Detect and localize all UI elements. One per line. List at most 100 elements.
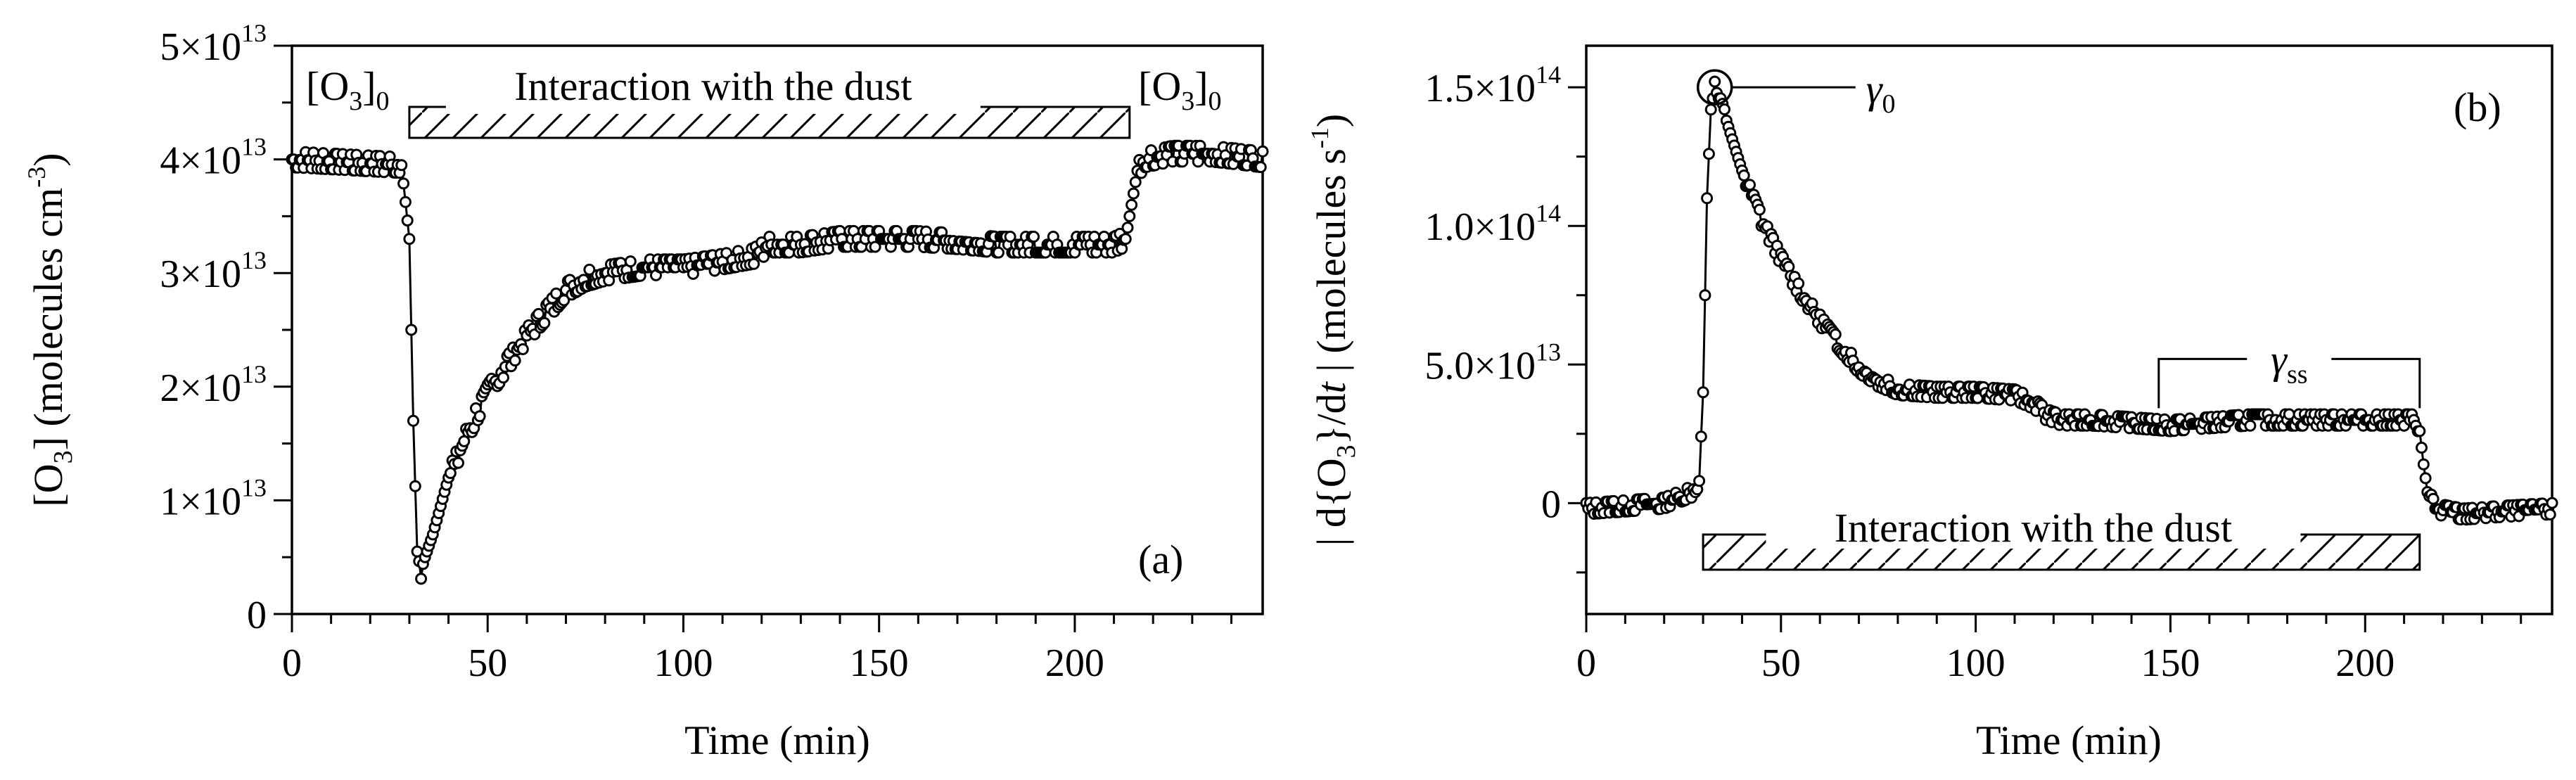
data-point — [758, 250, 770, 263]
initial-o3-label-left: [O3]0 — [306, 63, 390, 116]
x-tick-labels-b: 0 50 100 150 200 — [1576, 641, 2395, 685]
data-point — [1737, 170, 1750, 181]
y-axis-title-a: [O3] (molecules cm-3) — [23, 153, 78, 506]
data-point — [1254, 161, 1267, 174]
y-tick-label: 4×1013 — [160, 133, 267, 183]
data-point — [1123, 210, 1136, 222]
panel-label-b: (b) — [2454, 84, 2501, 130]
y-tick-label: 1.0×1014 — [1424, 199, 1561, 249]
x-tick-label: 150 — [2141, 641, 2200, 685]
data-point — [1028, 231, 1040, 243]
interaction-bar-label-b: Interaction with the dust — [1835, 505, 2232, 551]
interaction-bar-label-backing-b — [1766, 504, 2301, 549]
series-a — [286, 139, 1269, 585]
data-point — [1829, 328, 1842, 340]
data-point — [748, 257, 760, 270]
y-tick-label: 5×1013 — [160, 19, 267, 69]
data-point — [407, 414, 419, 427]
y-tick-label: 1×1013 — [160, 473, 267, 523]
data-point — [405, 324, 418, 336]
data-point — [583, 263, 596, 276]
x-tick-label: 200 — [1045, 641, 1104, 685]
data-point — [869, 241, 881, 253]
data-point — [516, 343, 529, 355]
data-point — [395, 159, 408, 172]
data-point — [2417, 458, 2430, 471]
data-point — [1699, 289, 1711, 302]
data-point — [1744, 179, 1756, 191]
gamma-ss-label: γss — [2271, 336, 2307, 389]
x-tick-label: 0 — [282, 641, 302, 685]
data-point — [1119, 233, 1132, 245]
data-point — [397, 177, 410, 190]
data-point — [403, 233, 416, 245]
data-point — [2419, 472, 2432, 485]
x-tick-label: 0 — [1576, 641, 1596, 685]
x-tick-label: 200 — [2335, 641, 2395, 685]
x-axis-title-a: Time (min) — [684, 717, 870, 763]
data-point — [1719, 103, 1730, 115]
y-tick-label: 0 — [1541, 482, 1561, 526]
data-point — [1753, 203, 1766, 216]
chart-panel-a: 0 50 100 150 200 0 1×1013 2×1013 3×1013 4×1013 5×… — [23, 19, 1269, 763]
y-tick-labels-b: 0 5.0×1013 1.0×1014 1.5×1014 — [1424, 60, 1561, 526]
y-axis-title-b: | d{O3}/dt | (molecules s-1) — [1306, 114, 1361, 546]
data-point — [1702, 148, 1715, 160]
data-point — [401, 215, 414, 226]
panel-label-a: (a) — [1138, 537, 1183, 582]
x-tick-label: 50 — [1761, 641, 1801, 685]
interaction-bar-label-backing-a — [445, 65, 981, 114]
chart-panel-b: 0 50 100 150 200 0 5.0×1013 1.0×1014 1.5×1014 γ… — [1306, 44, 2558, 763]
x-axis-title-b: Time (min) — [1976, 717, 2162, 763]
data-point — [1709, 75, 1721, 88]
data-point — [1695, 430, 1707, 443]
data-point — [399, 196, 412, 208]
data-point — [624, 255, 637, 268]
data-point — [2414, 425, 2426, 437]
x-tick-labels-a: 0 50 100 150 200 — [282, 641, 1104, 685]
data-point — [1126, 198, 1138, 211]
x-tick-label: 100 — [653, 641, 713, 685]
data-point — [1697, 386, 1709, 399]
data-point — [1004, 231, 1016, 243]
plot-frame-b — [1585, 44, 2553, 615]
data-point — [473, 410, 486, 423]
data-point — [2427, 492, 2440, 505]
data-point — [1792, 277, 1805, 290]
y-tick-label: 1.5×1014 — [1424, 60, 1561, 110]
data-point — [1693, 475, 1706, 487]
data-point — [409, 480, 421, 492]
data-point — [1121, 222, 1134, 234]
axis-ticks-b — [1568, 86, 2523, 632]
data-point — [1129, 176, 1142, 188]
y-tick-label: 3×1013 — [160, 246, 267, 296]
data-point — [1701, 192, 1714, 205]
y-tick-label: 0 — [247, 594, 267, 637]
data-point — [533, 307, 545, 320]
data-point — [2544, 509, 2556, 520]
data-point — [2244, 419, 2257, 432]
series-b — [1580, 75, 2558, 526]
y-tick-labels-a: 0 1×1013 2×1013 3×1013 4×1013 5×1013 — [160, 19, 267, 637]
data-point — [1127, 187, 1140, 200]
gamma0-label: γ0 — [1866, 66, 1896, 119]
data-point — [415, 573, 428, 585]
data-point — [2546, 497, 2558, 509]
gamma-ss-label-backing — [2247, 352, 2332, 366]
data-point — [1704, 103, 1717, 116]
interaction-bar-label-a: Interaction with the dust — [514, 63, 912, 109]
y-tick-label: 5.0×1013 — [1424, 338, 1561, 388]
x-tick-label: 50 — [468, 641, 507, 685]
data-point — [2416, 442, 2428, 454]
x-tick-label: 100 — [1946, 641, 2006, 685]
data-point — [509, 354, 521, 367]
data-point — [992, 246, 1005, 259]
data-point — [1256, 145, 1269, 158]
y-tick-label: 2×1013 — [160, 360, 267, 410]
data-point — [497, 371, 509, 384]
x-tick-label: 150 — [850, 641, 909, 685]
data-point — [538, 317, 551, 329]
data-point — [452, 456, 464, 469]
initial-o3-label-right: [O3]0 — [1138, 63, 1222, 116]
